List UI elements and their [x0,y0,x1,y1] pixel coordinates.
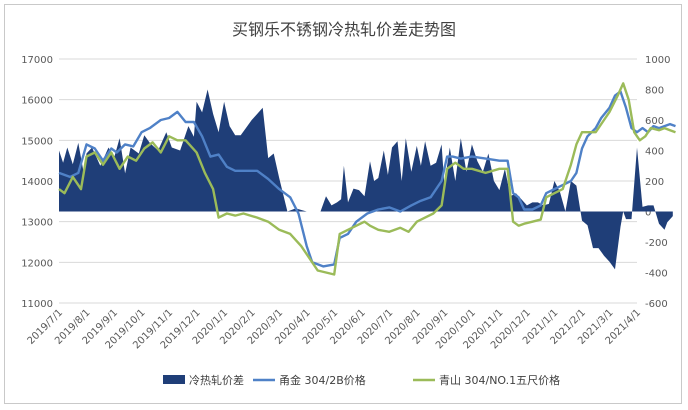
right-tick-label: 200 [645,177,664,188]
right-tick-label: 400 [645,147,664,158]
series-line [58,90,676,268]
right-axis-ticks: -600 -400 -200 0 200 400 600 800 1000 [645,55,670,310]
x-axis-ticks: 2019/7/12019/8/12019/9/12019/10/12019/11… [26,307,644,351]
left-tick-label: 12000 [21,258,53,269]
left-tick-label: 16000 [21,96,53,107]
legend-swatch [163,375,185,384]
series-layer [58,82,676,276]
right-tick-label: -400 [645,269,668,280]
right-tick-label: 800 [645,86,664,97]
legend-label: 甬金 304/2B价格 [279,373,366,387]
legend-label: 冷热轧价差 [189,373,244,387]
left-tick-label: 11000 [21,299,53,310]
left-tick-label: 17000 [21,55,53,66]
right-tick-label: -600 [645,299,668,310]
series-area-spread [59,89,673,270]
legend-label: 青山 304/NO.1五尺价格 [439,373,560,387]
right-tick-label: 1000 [645,55,670,66]
right-tick-label: -200 [645,238,668,249]
right-tick-label: 0 [645,208,651,219]
left-tick-label: 13000 [21,218,53,229]
right-tick-label: 600 [645,116,664,127]
chart-canvas: 买钢乐不锈钢冷热轧价差走势图 11000 12000 13000 14000 15000… [21,20,676,387]
left-tick-label: 15000 [21,136,53,147]
series-line [58,82,676,276]
left-axis-ticks: 11000 12000 13000 14000 15000 16000 17000 [21,55,53,310]
legend: 冷热轧价差 甬金 304/2B价格 青山 304/NO.1五尺价格 [163,373,560,387]
chart-frame: 买钢乐不锈钢冷热轧价差走势图 11000 12000 13000 14000 15000… [4,4,682,404]
chart-title: 买钢乐不锈钢冷热轧价差走势图 [232,20,456,39]
left-tick-label: 14000 [21,177,53,188]
